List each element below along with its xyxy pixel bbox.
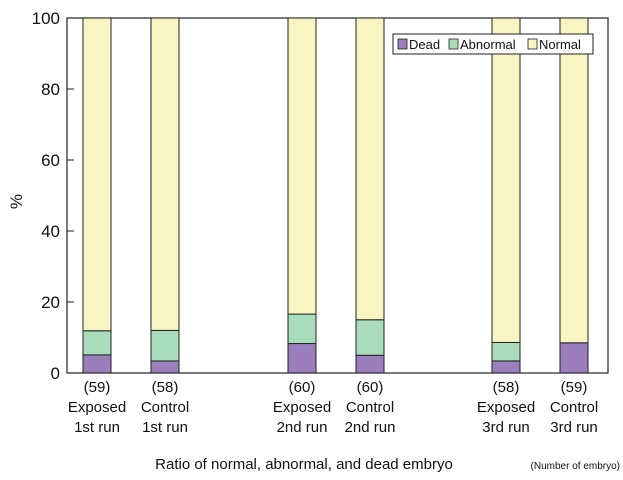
category-label: Control [346,399,394,416]
category-label: Exposed [477,399,535,416]
category-run-label: 2nd run [277,419,328,436]
category-label: Exposed [68,399,126,416]
bar-segment-normal [287,17,317,315]
y-axis-label: % [7,194,26,209]
category-count-label: (59) [84,379,111,396]
plot-frame [66,17,609,374]
legend-label-abnormal: Abnormal [460,37,516,52]
x-axis-note: (Number of embryo) [531,461,620,472]
category-label: Control [141,399,189,416]
bar-segment-dead [491,360,521,374]
y-tick-label: 60 [41,151,60,170]
bar-segment-dead [82,354,112,374]
bar-segment-abnormal [82,330,112,356]
bar-segment-dead [150,360,180,374]
category-label: Control [550,399,598,416]
legend-label-normal: Normal [539,37,581,52]
bar-segment-normal [82,17,112,332]
category-run-label: 3rd run [482,419,530,436]
category-count-label: (58) [152,379,179,396]
y-tick-label: 80 [41,80,60,99]
category-run-label: 2nd run [345,419,396,436]
bar-segment-normal [150,17,180,331]
category-count-label: (60) [289,379,316,396]
x-axis-label: Ratio of normal, abnormal, and dead embr… [155,456,453,473]
y-tick-label: 100 [32,9,60,28]
bar-segment-abnormal [491,341,521,362]
bar-segment-dead [355,354,385,374]
category-run-label: 1st run [142,419,188,436]
bar-segment-normal [491,17,521,343]
bar-segment-abnormal [287,313,317,345]
category-count-label: (59) [561,379,588,396]
category-count-label: (58) [493,379,520,396]
category-count-label: (60) [357,379,384,396]
category-run-label: 3rd run [550,419,598,436]
bar-segment-abnormal [355,319,385,356]
y-tick-label: 20 [41,293,60,312]
category-run-label: 1st run [74,419,120,436]
legend-label-dead: Dead [409,37,440,52]
bar-segment-dead [559,342,589,374]
y-tick-label: 0 [51,364,60,383]
bar-segment-normal [355,17,385,321]
legend-swatch-abnormal [448,38,459,50]
legend-box [392,33,594,55]
legend-swatch-dead [397,38,408,50]
category-label: Exposed [273,399,331,416]
bar-segment-abnormal [150,329,180,362]
y-tick-label: 40 [41,222,60,241]
bar-segment-dead [287,343,317,374]
legend-swatch-normal [527,38,538,50]
bar-segment-normal [559,17,589,344]
